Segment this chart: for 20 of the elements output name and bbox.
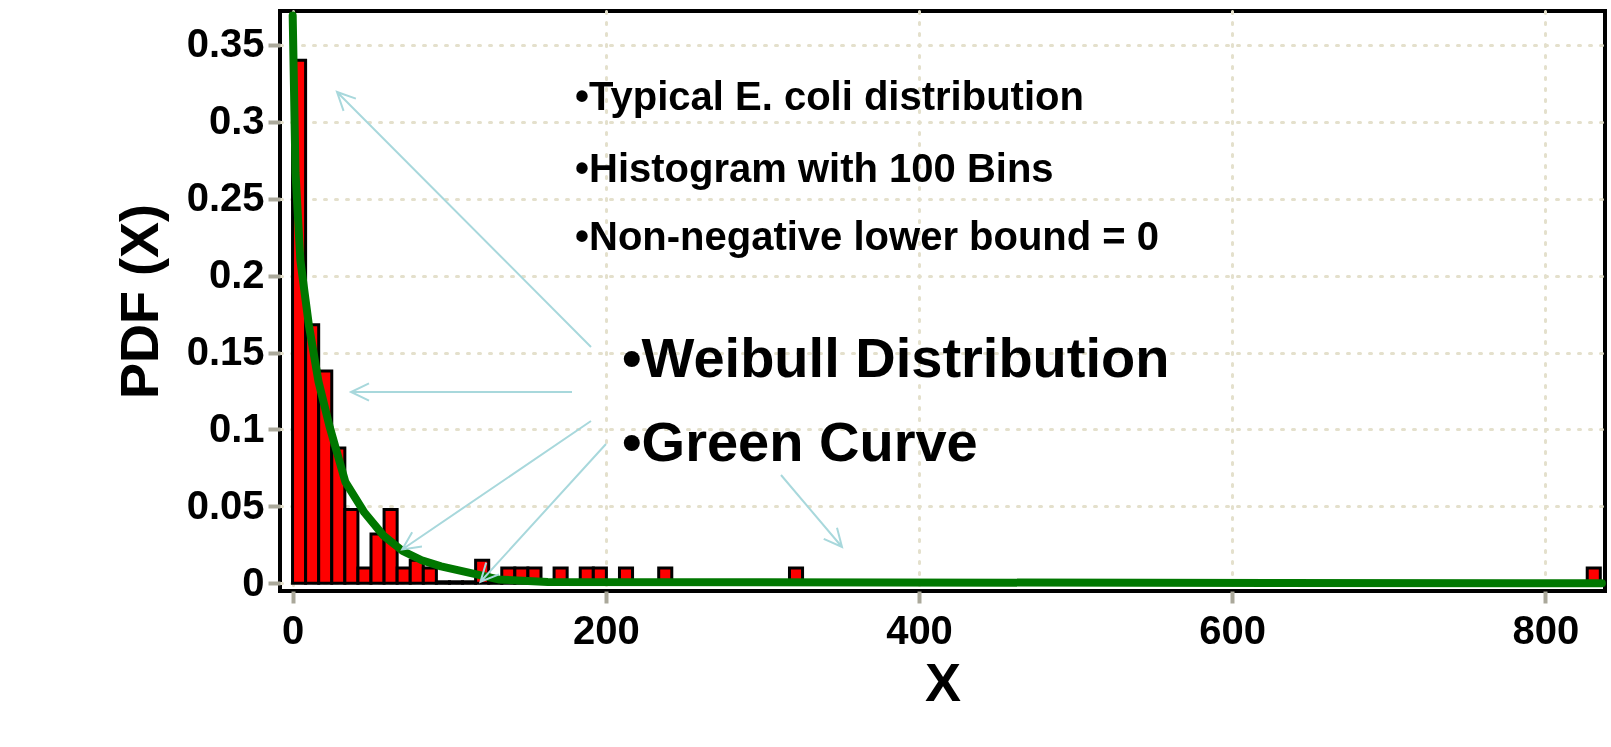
- x-tick-label: 800: [1512, 607, 1580, 652]
- x-tick-label: 200: [572, 607, 640, 652]
- y-tick-label: 0.3: [208, 98, 265, 143]
- y-tick-label: 0.05: [186, 482, 265, 527]
- y-tick-label: 0: [242, 559, 265, 604]
- y-tick-label: 0.2: [208, 252, 265, 297]
- annotation: •Green Curve: [622, 410, 978, 473]
- y-tick-label: 0.25: [186, 175, 265, 220]
- x-tick-label: 0: [281, 607, 305, 652]
- y-tick-label: 0.15: [186, 329, 265, 374]
- y-tick-label: 0.35: [186, 21, 265, 66]
- annotation: •Non-negative lower bound = 0: [575, 214, 1160, 258]
- x-tick-label: 400: [886, 607, 953, 652]
- x-tick-label: 600: [1199, 607, 1267, 652]
- annotation: •Typical E. coli distribution: [575, 74, 1084, 118]
- x-axis-title: X: [924, 651, 962, 712]
- annotation: •Weibull Distribution: [622, 326, 1170, 389]
- annotation: •Histogram with 100 Bins: [575, 146, 1054, 190]
- y-tick-label: 0.1: [208, 405, 265, 450]
- y-axis-title: PDF (X): [108, 204, 169, 399]
